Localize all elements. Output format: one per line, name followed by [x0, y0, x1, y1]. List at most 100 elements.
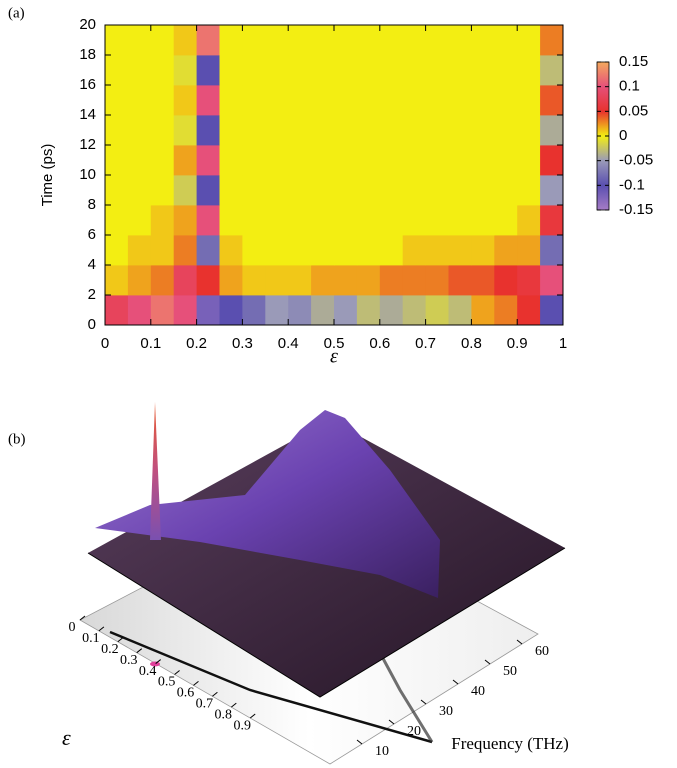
heatmap-cell	[517, 25, 540, 55]
heatmap-cell	[540, 25, 563, 55]
heatmap-cell	[471, 85, 494, 115]
heatmap-cell	[242, 265, 265, 295]
heatmap-cell	[380, 295, 403, 325]
heatmap-cell	[311, 175, 334, 205]
heatmap-cell	[426, 295, 449, 325]
heatmap-cell	[174, 175, 197, 205]
y-tick-label: 30	[439, 704, 453, 719]
heatmap-cell	[288, 175, 311, 205]
y-tick-label: 18	[79, 46, 96, 63]
heatmap-cell	[105, 175, 128, 205]
heatmap-cell	[380, 205, 403, 235]
heatmap-cell	[197, 55, 220, 85]
colorbar-tick-label: 0.15	[619, 53, 648, 70]
heatmap-cell	[311, 25, 334, 55]
x-tick-label: 0.6	[369, 335, 390, 352]
heatmap-cell	[517, 115, 540, 145]
colorbar-tick-label: 0.05	[619, 102, 648, 119]
heatmap-cell	[265, 145, 288, 175]
heatmap-cell	[311, 55, 334, 85]
heatmap-cell	[471, 265, 494, 295]
heatmap-cell	[494, 295, 517, 325]
heatmap-cell	[334, 265, 357, 295]
heatmap-cell	[151, 25, 174, 55]
x-tick-label: 0.9	[233, 718, 251, 733]
heatmap-cell	[380, 265, 403, 295]
heatmap-cell	[174, 85, 197, 115]
heatmap-cell	[471, 145, 494, 175]
heatmap-cell	[403, 115, 426, 145]
heatmap-cell	[357, 145, 380, 175]
heatmap-cell	[151, 265, 174, 295]
heatmap-cell	[380, 145, 403, 175]
heatmap-cell	[334, 175, 357, 205]
heatmap-cell	[449, 115, 472, 145]
heatmap-cell	[426, 205, 449, 235]
heatmap-cell	[494, 25, 517, 55]
heatmap-cell	[151, 175, 174, 205]
heatmap-cell	[494, 115, 517, 145]
heatmap-cell	[357, 55, 380, 85]
heatmap-cell	[403, 145, 426, 175]
x-tick-label: 0.7	[196, 696, 214, 711]
heatmap-cell	[449, 25, 472, 55]
x-tick-label: 0	[101, 335, 109, 352]
heatmap-cell	[471, 25, 494, 55]
x-tick-label: 0.2	[186, 335, 207, 352]
heatmap-cell	[540, 145, 563, 175]
x-tick-label: 0.4	[139, 664, 157, 679]
heatmap-cell	[426, 235, 449, 265]
heatmap-cell	[449, 205, 472, 235]
heatmap-cell	[311, 115, 334, 145]
heatmap-cell	[174, 25, 197, 55]
heatmap-cell	[220, 265, 243, 295]
surface-spike	[150, 402, 161, 540]
heatmap-cell	[151, 145, 174, 175]
heatmap-cell	[265, 265, 288, 295]
heatmap-cell	[288, 25, 311, 55]
heatmap-cell	[449, 295, 472, 325]
heatmap-cell	[471, 205, 494, 235]
heatmap-cell	[288, 55, 311, 85]
heatmap-cell	[449, 235, 472, 265]
heatmap-cell	[494, 265, 517, 295]
heatmap-cell	[220, 145, 243, 175]
heatmap-cell	[288, 115, 311, 145]
heatmap-cell	[471, 55, 494, 85]
y-tick-label: 12	[79, 136, 96, 153]
panel-label: (b)	[8, 431, 26, 447]
heatmap-cell	[357, 205, 380, 235]
heatmap-cell	[334, 295, 357, 325]
heatmap-cell	[288, 85, 311, 115]
heatmap-cell	[540, 295, 563, 325]
heatmap-cell	[334, 25, 357, 55]
surface-plot	[80, 402, 565, 764]
heatmap-cell	[403, 205, 426, 235]
x-tick-label: 0.3	[232, 335, 253, 352]
y-tick-label: 10	[79, 166, 96, 183]
heatmap-cell	[242, 85, 265, 115]
heatmap-cell	[220, 25, 243, 55]
heatmap-cell	[105, 55, 128, 85]
heatmap-cell	[220, 295, 243, 325]
colorbar-tick-label: -0.05	[619, 152, 653, 169]
heatmap-cell	[288, 205, 311, 235]
y-tick-label: 4	[88, 256, 96, 273]
x-tick-label: 0.1	[140, 335, 161, 352]
heatmap-cell	[174, 205, 197, 235]
heatmap-cell	[220, 235, 243, 265]
heatmap-cell	[403, 85, 426, 115]
heatmap-cell	[174, 235, 197, 265]
x-tick-label: 0.8	[461, 335, 482, 352]
heatmap-cell	[174, 265, 197, 295]
heatmap-cell	[311, 85, 334, 115]
heatmap-cell	[242, 145, 265, 175]
heatmap-cell	[449, 145, 472, 175]
heatmap-cell	[494, 175, 517, 205]
heatmap-cell	[380, 85, 403, 115]
heatmap-cell	[357, 235, 380, 265]
heatmap-cell	[449, 85, 472, 115]
heatmap-cell	[357, 25, 380, 55]
heatmap-cell	[128, 25, 151, 55]
heatmap-cell	[380, 25, 403, 55]
